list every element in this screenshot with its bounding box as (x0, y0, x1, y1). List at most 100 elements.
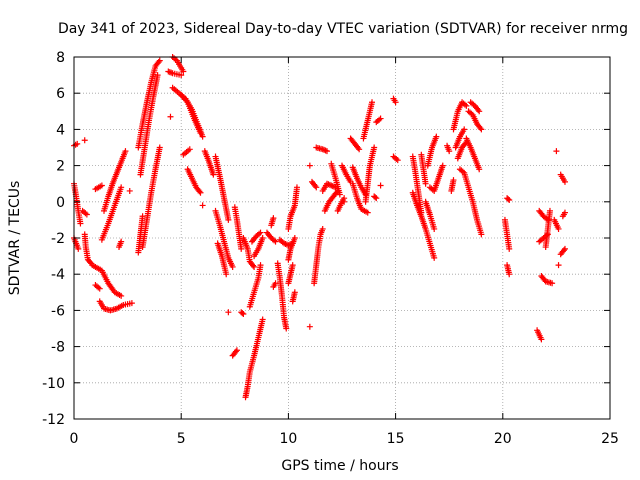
data-point (118, 184, 125, 191)
data-point (544, 216, 551, 223)
y-tick-label: 2 (56, 159, 65, 175)
data-point (555, 262, 562, 269)
data-point (232, 348, 239, 355)
data-point (118, 238, 125, 245)
data-point (77, 220, 84, 227)
data-point (369, 99, 376, 106)
data-point (463, 102, 470, 109)
data-point (506, 271, 513, 278)
data-point (83, 211, 90, 218)
data-point (283, 325, 290, 332)
grid-lines (74, 57, 610, 419)
data-point (233, 347, 240, 354)
data-point (422, 180, 429, 187)
x-tick-label: 25 (601, 431, 619, 447)
data-point (293, 184, 300, 191)
data-point (431, 225, 438, 232)
y-tick-label: 6 (56, 86, 65, 102)
chart-title: Day 341 of 2023, Sidereal Day-to-day VTE… (58, 21, 628, 37)
axis-ticks (73, 56, 611, 420)
data-point (372, 194, 379, 201)
data-point (450, 177, 457, 184)
data-point (475, 106, 482, 113)
data-point (239, 310, 246, 317)
data-point (122, 148, 129, 155)
data-point (155, 58, 162, 65)
x-tick-label: 20 (494, 431, 512, 447)
data-point (364, 209, 371, 216)
data-point (433, 133, 440, 140)
data-point (199, 202, 206, 209)
data-point (306, 323, 313, 330)
x-tick-label: 10 (279, 431, 297, 447)
data-point (546, 207, 553, 214)
data-point (225, 216, 232, 223)
x-axis-label: GPS time / hours (281, 458, 398, 474)
data-point (336, 191, 343, 198)
data-point (506, 196, 513, 203)
data-point (199, 133, 206, 140)
data-point (81, 137, 88, 144)
data-point (553, 148, 560, 155)
data-point (257, 229, 264, 236)
data-point (323, 148, 330, 155)
data-point (154, 72, 161, 79)
y-tick-label: -12 (42, 412, 65, 428)
data-point (98, 182, 105, 189)
data-points (71, 54, 568, 401)
data-point (238, 245, 245, 252)
data-point (291, 235, 298, 241)
data-point (478, 231, 485, 238)
data-point (377, 182, 384, 189)
data-point (291, 289, 298, 296)
y-tick-label: -4 (51, 267, 65, 283)
data-point (197, 130, 204, 137)
data-point (289, 262, 296, 269)
data-point (355, 144, 362, 151)
data-point (377, 115, 384, 122)
data-point (561, 245, 568, 252)
data-point (439, 162, 446, 169)
x-tick-label: 5 (177, 431, 186, 447)
data-point (240, 311, 247, 318)
data-point (75, 245, 82, 252)
data-point (74, 140, 81, 147)
data-point (87, 259, 94, 266)
data-point (313, 184, 320, 191)
data-point (561, 178, 568, 185)
data-point (259, 235, 266, 241)
data-point (197, 189, 204, 196)
data-point (549, 280, 556, 287)
data-point (476, 108, 483, 115)
x-tick-label: 0 (70, 431, 79, 447)
data-point (356, 146, 363, 153)
data-point (555, 225, 562, 232)
data-point (270, 215, 277, 222)
data-point (250, 262, 257, 269)
data-point (210, 171, 217, 178)
data-point (168, 69, 175, 76)
data-point (178, 72, 185, 79)
data-point (341, 198, 348, 205)
data-point (506, 245, 513, 252)
y-tick-label: 8 (56, 50, 65, 66)
data-point (167, 113, 174, 120)
data-point (272, 238, 279, 245)
data-point (461, 126, 468, 133)
data-point (476, 166, 483, 173)
data-point (126, 187, 133, 194)
data-point (257, 262, 264, 269)
data-point (505, 196, 512, 203)
data-point (186, 146, 193, 153)
data-point (371, 144, 378, 151)
data-point (251, 263, 258, 270)
data-point (128, 300, 135, 307)
data-point (223, 271, 230, 278)
y-tick-label: 4 (56, 122, 65, 138)
data-point (319, 225, 326, 232)
data-point (478, 126, 485, 133)
data-point (272, 280, 279, 287)
x-tick-labels: 0 5 10 15 20 25 (70, 431, 619, 447)
y-tick-label: -10 (42, 376, 65, 392)
data-point (96, 285, 103, 292)
